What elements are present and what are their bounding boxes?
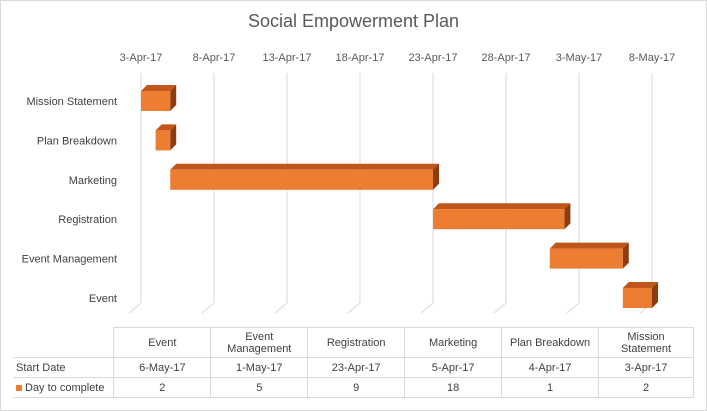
data-table-cell: 1: [501, 377, 600, 398]
bar: [622, 288, 652, 308]
bar-side-face: [564, 203, 571, 230]
x-tick-label: 8-May-17: [629, 52, 675, 64]
x-tick-label: 13-Apr-17: [263, 52, 312, 64]
y-category-label: Event: [89, 293, 117, 305]
x-tick-label: 3-Apr-17: [120, 52, 163, 64]
chart-title: Social Empowerment Plan: [247, 11, 460, 31]
x-tick-label: 28-Apr-17: [482, 52, 531, 64]
data-table-corner: [13, 327, 114, 358]
gridline-floor: [128, 302, 142, 314]
data-table-cell: 5-Apr-17: [404, 357, 503, 378]
data-table-cell: 5: [210, 377, 309, 398]
gridline-floor: [347, 302, 361, 314]
bar-top-face: [433, 203, 571, 210]
data-table-cell: 1-May-17: [210, 357, 309, 378]
bar: [433, 209, 565, 230]
y-category-label: Marketing: [69, 175, 117, 187]
bar-side-face: [652, 282, 658, 308]
bar-side-face: [433, 163, 439, 190]
data-table-cell: 3-Apr-17: [598, 357, 694, 378]
data-table-cell: 2: [113, 377, 212, 398]
bar-side-face: [170, 85, 177, 111]
gridline-floor: [201, 302, 215, 314]
bar-side-face: [170, 124, 177, 151]
bar: [549, 248, 623, 269]
data-table-row-header: Start Date: [13, 357, 115, 378]
data-table-category: Mission Statement: [598, 327, 694, 358]
gridline-floor: [420, 302, 434, 314]
bar-top-face: [622, 282, 658, 288]
gridline-floor: [566, 302, 580, 314]
y-category-label: Event Management: [22, 254, 117, 266]
gridline-floor: [493, 302, 507, 314]
x-tick-label: 8-Apr-17: [193, 52, 236, 64]
data-table-category: Registration: [307, 327, 406, 358]
bar-side-face: [622, 242, 629, 269]
data-table-category: Event: [113, 327, 212, 358]
data-table-category: Marketing: [404, 327, 503, 358]
data-table-cell: 18: [404, 377, 503, 398]
legend-key: [16, 384, 22, 391]
bar: [170, 169, 433, 190]
legend-label: Day to complete: [25, 381, 105, 394]
bar-top-face: [155, 124, 177, 131]
gridline-floor: [274, 302, 288, 314]
bar: [155, 130, 171, 151]
y-category-label: Plan Breakdown: [37, 135, 117, 147]
bar-top-face: [141, 85, 177, 91]
y-category-label: Registration: [58, 214, 117, 226]
x-tick-label: 3-May-17: [556, 52, 602, 64]
x-tick-label: 18-Apr-17: [336, 52, 385, 64]
data-table-category: Plan Breakdown: [501, 327, 600, 358]
data-table-row-header: Day to complete: [13, 377, 115, 398]
x-tick-label: 23-Apr-17: [409, 52, 458, 64]
data-table-cell: 23-Apr-17: [307, 357, 406, 378]
bar: [141, 91, 171, 111]
data-table-cell: 6-May-17: [113, 357, 212, 378]
y-category-label: Mission Statement: [27, 96, 117, 108]
data-table-category: Event Management: [210, 327, 309, 358]
bar-top-face: [549, 242, 629, 249]
data-table: Event Event Management Registration Mark…: [13, 327, 694, 398]
data-table-cell: 4-Apr-17: [501, 357, 600, 378]
bar-top-face: [170, 163, 439, 170]
data-table-cell: 9: [307, 377, 406, 398]
data-table-cell: 2: [598, 377, 694, 398]
